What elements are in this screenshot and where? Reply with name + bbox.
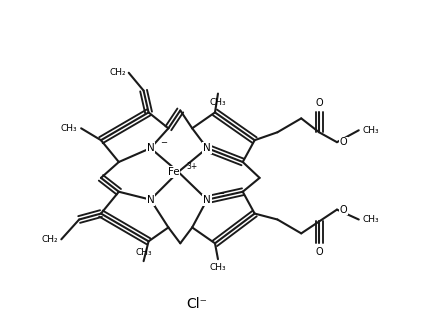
- Text: N: N: [146, 143, 154, 153]
- Text: N: N: [203, 143, 210, 153]
- Text: N: N: [203, 195, 210, 205]
- Text: O: O: [314, 247, 322, 257]
- Text: N: N: [146, 195, 154, 205]
- Text: CH₂: CH₂: [42, 235, 58, 244]
- Text: O: O: [339, 205, 347, 214]
- Text: O: O: [314, 98, 322, 109]
- Text: CH₃: CH₃: [209, 263, 226, 272]
- Text: Fe: Fe: [167, 167, 179, 177]
- Text: 3+: 3+: [186, 162, 197, 172]
- Text: CH₃: CH₃: [362, 215, 378, 224]
- Text: CH₂: CH₂: [109, 68, 126, 77]
- Text: CH₃: CH₃: [135, 248, 152, 257]
- Text: CH₃: CH₃: [60, 124, 77, 133]
- Text: O: O: [339, 137, 347, 147]
- Text: −: −: [216, 189, 224, 198]
- Text: CH₃: CH₃: [209, 98, 226, 107]
- Text: Cl⁻: Cl⁻: [186, 297, 207, 311]
- Text: CH₃: CH₃: [362, 126, 378, 135]
- Text: −: −: [160, 138, 167, 147]
